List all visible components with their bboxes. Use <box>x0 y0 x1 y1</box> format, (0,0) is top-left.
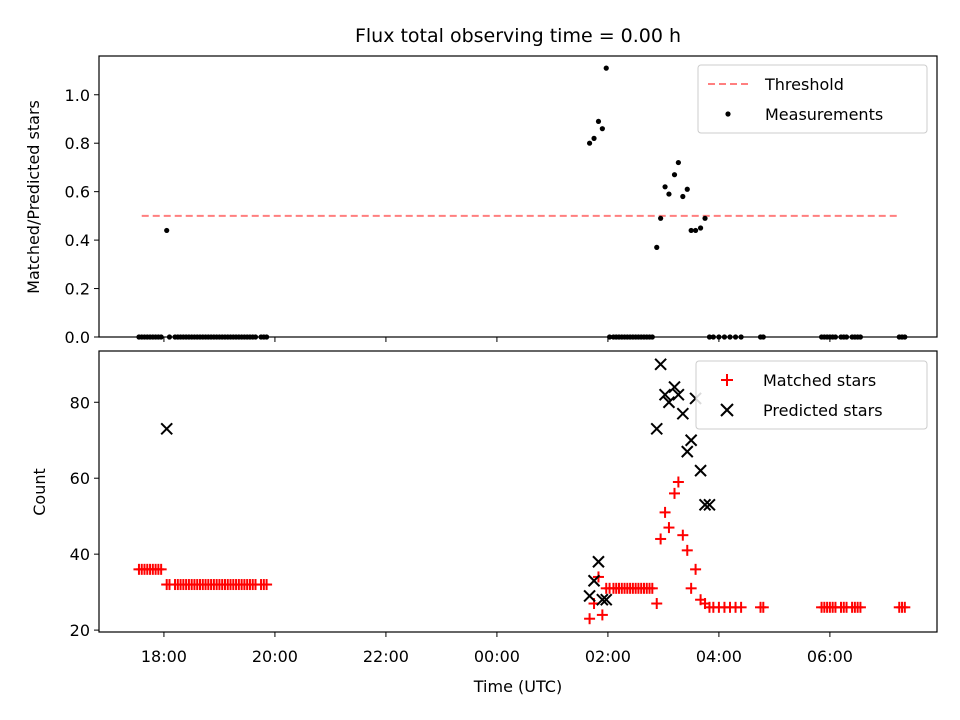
top-y-tick-label: 0.0 <box>65 328 90 347</box>
measurement-point <box>595 118 602 125</box>
measurement-point <box>654 244 660 250</box>
bottom-y-tick-label: 60 <box>70 469 90 488</box>
x-axis-label: Time (UTC) <box>473 677 562 696</box>
predicted-star-point <box>583 589 596 603</box>
top-plot-area: 0.0 0.2 0.4 0.6 0.8 1.0 Matched/Predicted sta… <box>24 55 938 347</box>
measurement-point <box>164 227 170 234</box>
bottom-legend-box <box>695 360 928 430</box>
predicted-star-point <box>160 422 173 436</box>
measurement-point <box>599 126 605 132</box>
predicted-star-point <box>600 593 613 606</box>
top-y-ticks: 0.0 0.2 0.4 0.6 0.8 1.0 <box>65 86 99 347</box>
top-axes-frame <box>98 55 938 338</box>
matched-star-point <box>663 522 675 534</box>
predicted-star-point <box>694 464 707 477</box>
measurement-point <box>680 193 686 200</box>
legend-measurements-swatch <box>725 111 731 117</box>
measurement-point <box>684 186 690 192</box>
measurement-point <box>702 215 708 221</box>
bottom-y-ticks: 20 40 60 80 <box>70 393 99 640</box>
legend-threshold-label: Threshold <box>764 75 844 94</box>
matched-star-point <box>735 601 747 613</box>
bottom-x-tick-label: 18:00 <box>141 647 187 666</box>
predicted-star-point <box>668 380 681 394</box>
predicted-star-point <box>676 407 690 420</box>
top-x-ticks <box>163 337 831 342</box>
top-legend: Threshold Measurements <box>697 64 928 134</box>
predicted-star-point <box>650 422 663 436</box>
matched-star-point <box>690 563 702 575</box>
bottom-y-tick-label: 80 <box>70 393 90 412</box>
predicted-star-point <box>698 498 712 511</box>
matched-star-point <box>757 601 769 613</box>
bottom-x-tick-label: 00:00 <box>474 647 520 666</box>
measurement-point <box>603 65 609 71</box>
measurement-point <box>662 184 668 190</box>
bottom-legend: Matched stars Predicted stars <box>695 360 928 430</box>
matched-star-point <box>596 609 608 621</box>
chart-title: Flux total observing time = 0.00 h <box>355 25 681 47</box>
predicted-star-point <box>703 498 716 511</box>
measurement-point <box>591 135 597 141</box>
bottom-x-tick-label: 22:00 <box>363 647 409 666</box>
bottom-y-tick-label: 20 <box>70 621 90 640</box>
legend-predicted-swatch <box>720 403 734 417</box>
bottom-x-tick-label: 02:00 <box>585 647 631 666</box>
matched-star-point <box>646 582 658 594</box>
matched-star-point <box>261 579 273 591</box>
top-y-tick-label: 0.8 <box>65 134 90 153</box>
top-y-tick-label: 0.4 <box>65 231 90 250</box>
legend-predicted-label: Predicted stars <box>763 401 883 420</box>
bottom-plot-area: 20 40 60 80 18:00 20:00 22:00 00:00 02:00 04:00 0… <box>30 350 938 696</box>
measurement-point <box>658 215 664 221</box>
matched-star-point <box>651 598 663 610</box>
matched-star-point <box>899 601 911 613</box>
measurement-point <box>692 227 699 234</box>
matched-star-point <box>672 476 684 488</box>
bottom-axes-frame <box>98 350 938 633</box>
measurement-point <box>697 225 704 231</box>
matched-star-point <box>655 533 667 545</box>
matched-star-point <box>685 582 697 594</box>
matched-star-point <box>854 601 866 613</box>
legend-matched-swatch <box>721 374 733 386</box>
bottom-x-tick-label: 20:00 <box>252 647 298 666</box>
predicted-star-point <box>662 396 676 409</box>
top-y-tick-label: 1.0 <box>65 86 90 105</box>
legend-matched-label: Matched stars <box>763 371 876 390</box>
predicted-star-point <box>684 434 698 447</box>
bottom-x-ticks: 18:00 20:00 22:00 00:00 02:00 04:00 06:00 <box>141 632 853 666</box>
matched-star-point <box>669 487 681 499</box>
matched-star-point <box>584 613 596 625</box>
predicted-star-point <box>587 574 601 587</box>
bottom-y-tick-label: 40 <box>70 545 90 564</box>
bottom-y-axis-label: Count <box>30 468 49 516</box>
bottom-x-tick-label: 04:00 <box>696 647 742 666</box>
matched-star-point <box>155 563 167 575</box>
measurement-point <box>671 172 678 178</box>
measurement-point <box>586 140 593 146</box>
matched-star-point <box>681 544 693 556</box>
predicted-star-point <box>596 593 609 606</box>
top-y-tick-label: 0.6 <box>65 183 90 202</box>
measurement-point <box>666 191 672 197</box>
measurement-point <box>675 159 681 166</box>
predicted-star-point <box>672 388 685 401</box>
bottom-marks <box>133 358 911 625</box>
matched-star-point <box>677 529 689 541</box>
predicted-star-point <box>681 445 694 458</box>
top-legend-box <box>697 64 928 134</box>
measurement-point <box>688 227 694 234</box>
bottom-x-tick-label: 06:00 <box>807 647 853 666</box>
top-y-axis-label: Matched/Predicted stars <box>24 100 43 294</box>
predicted-star-point <box>654 358 667 371</box>
top-y-tick-label: 0.2 <box>65 280 90 299</box>
legend-measurements-label: Measurements <box>765 105 883 124</box>
predicted-star-point <box>658 388 672 401</box>
predicted-star-point <box>592 555 605 568</box>
matched-star-point <box>659 506 671 518</box>
